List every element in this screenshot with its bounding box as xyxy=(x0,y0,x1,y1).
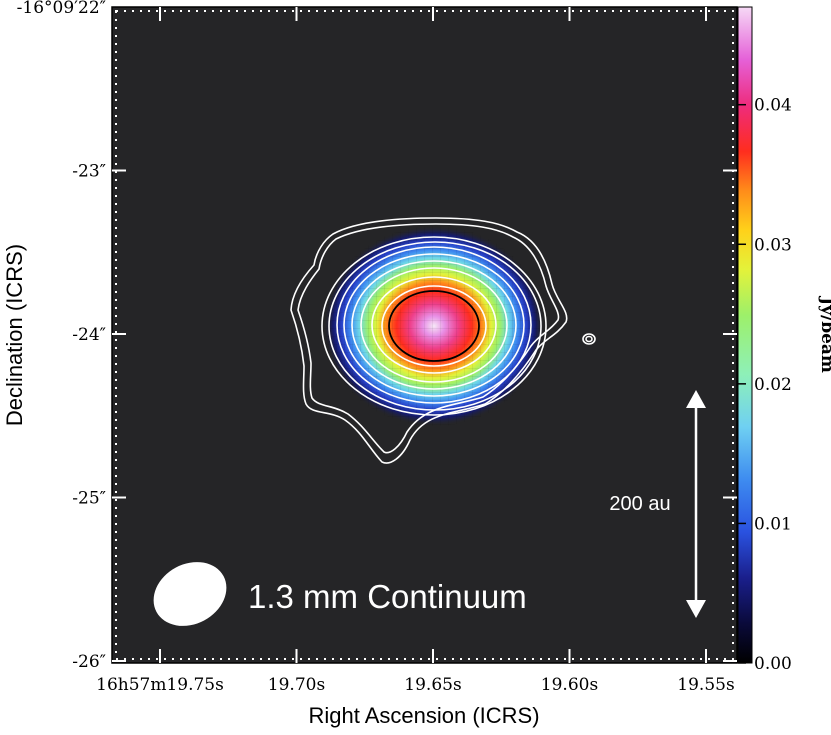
colorbar-tick-label: 0.00 xyxy=(754,654,792,674)
continuum-source xyxy=(324,226,544,426)
contour-level-9 xyxy=(388,290,480,362)
colorbar-tick-label: 0.02 xyxy=(754,375,792,395)
contour-lines xyxy=(290,217,596,464)
contour-level-5 xyxy=(351,260,517,390)
contour-level-2 xyxy=(321,236,547,416)
x-tick-label: 19.60s xyxy=(541,675,598,695)
y-axis-label: Declination (ICRS) xyxy=(2,244,27,426)
y-tick-label: -16°09′22″ xyxy=(17,0,106,18)
contour-level-1 xyxy=(290,217,568,464)
contour-level-3 xyxy=(336,246,532,404)
x-tick-labels: 16h57m19.75s 19.70s 19.65s 19.60s 19.55s xyxy=(96,675,735,695)
colorbar-label: Jy/beam xyxy=(817,295,831,373)
annotation-label: 1.3 mm Continuum xyxy=(248,578,527,615)
colorbar: 0.00 0.01 0.02 0.03 0.04 Jy/beam xyxy=(737,6,831,674)
colorbar-tick-label: 0.03 xyxy=(754,235,792,255)
x-tick-label: 19.65s xyxy=(404,675,461,695)
colorbar-tick-label: 0.04 xyxy=(754,96,792,116)
contour-small-blob-inner xyxy=(585,335,593,343)
contour-level-8 xyxy=(381,285,487,367)
y-tick-labels: -16°09′22″ -23″ -24″ -25″ -26″ xyxy=(17,0,106,672)
axis-ticks xyxy=(112,7,737,663)
contour-level-4 xyxy=(343,253,525,397)
scale-bar: 200 au xyxy=(609,390,706,618)
x-tick-label: 19.70s xyxy=(268,675,325,695)
x-tick-label: 19.55s xyxy=(677,675,734,695)
y-tick-label: -26″ xyxy=(72,652,106,672)
contour-level-1-inner xyxy=(297,223,560,454)
scale-bar-arrow-down-icon xyxy=(686,600,706,618)
contour-level-2-inner xyxy=(328,241,542,411)
y-tick-label: -24″ xyxy=(72,325,106,345)
scale-bar-arrow-up-icon xyxy=(686,390,706,408)
map-content: 1.3 mm Continuum 200 au xyxy=(153,217,706,626)
colorbar-ticks: 0.00 0.01 0.02 0.03 0.04 xyxy=(738,96,792,674)
scale-bar-label: 200 au xyxy=(609,493,670,515)
x-tick-label: 16h57m19.75s xyxy=(96,675,224,695)
x-axis-label: Right Ascension (ICRS) xyxy=(308,703,539,728)
y-tick-label: -25″ xyxy=(72,489,106,509)
y-tick-label: -23″ xyxy=(72,162,106,182)
beam-ellipse xyxy=(153,562,227,626)
contour-level-6 xyxy=(360,267,508,383)
contour-small-blob xyxy=(582,333,596,345)
contour-level-7 xyxy=(371,276,497,374)
colorbar-tick-label: 0.01 xyxy=(754,514,792,534)
